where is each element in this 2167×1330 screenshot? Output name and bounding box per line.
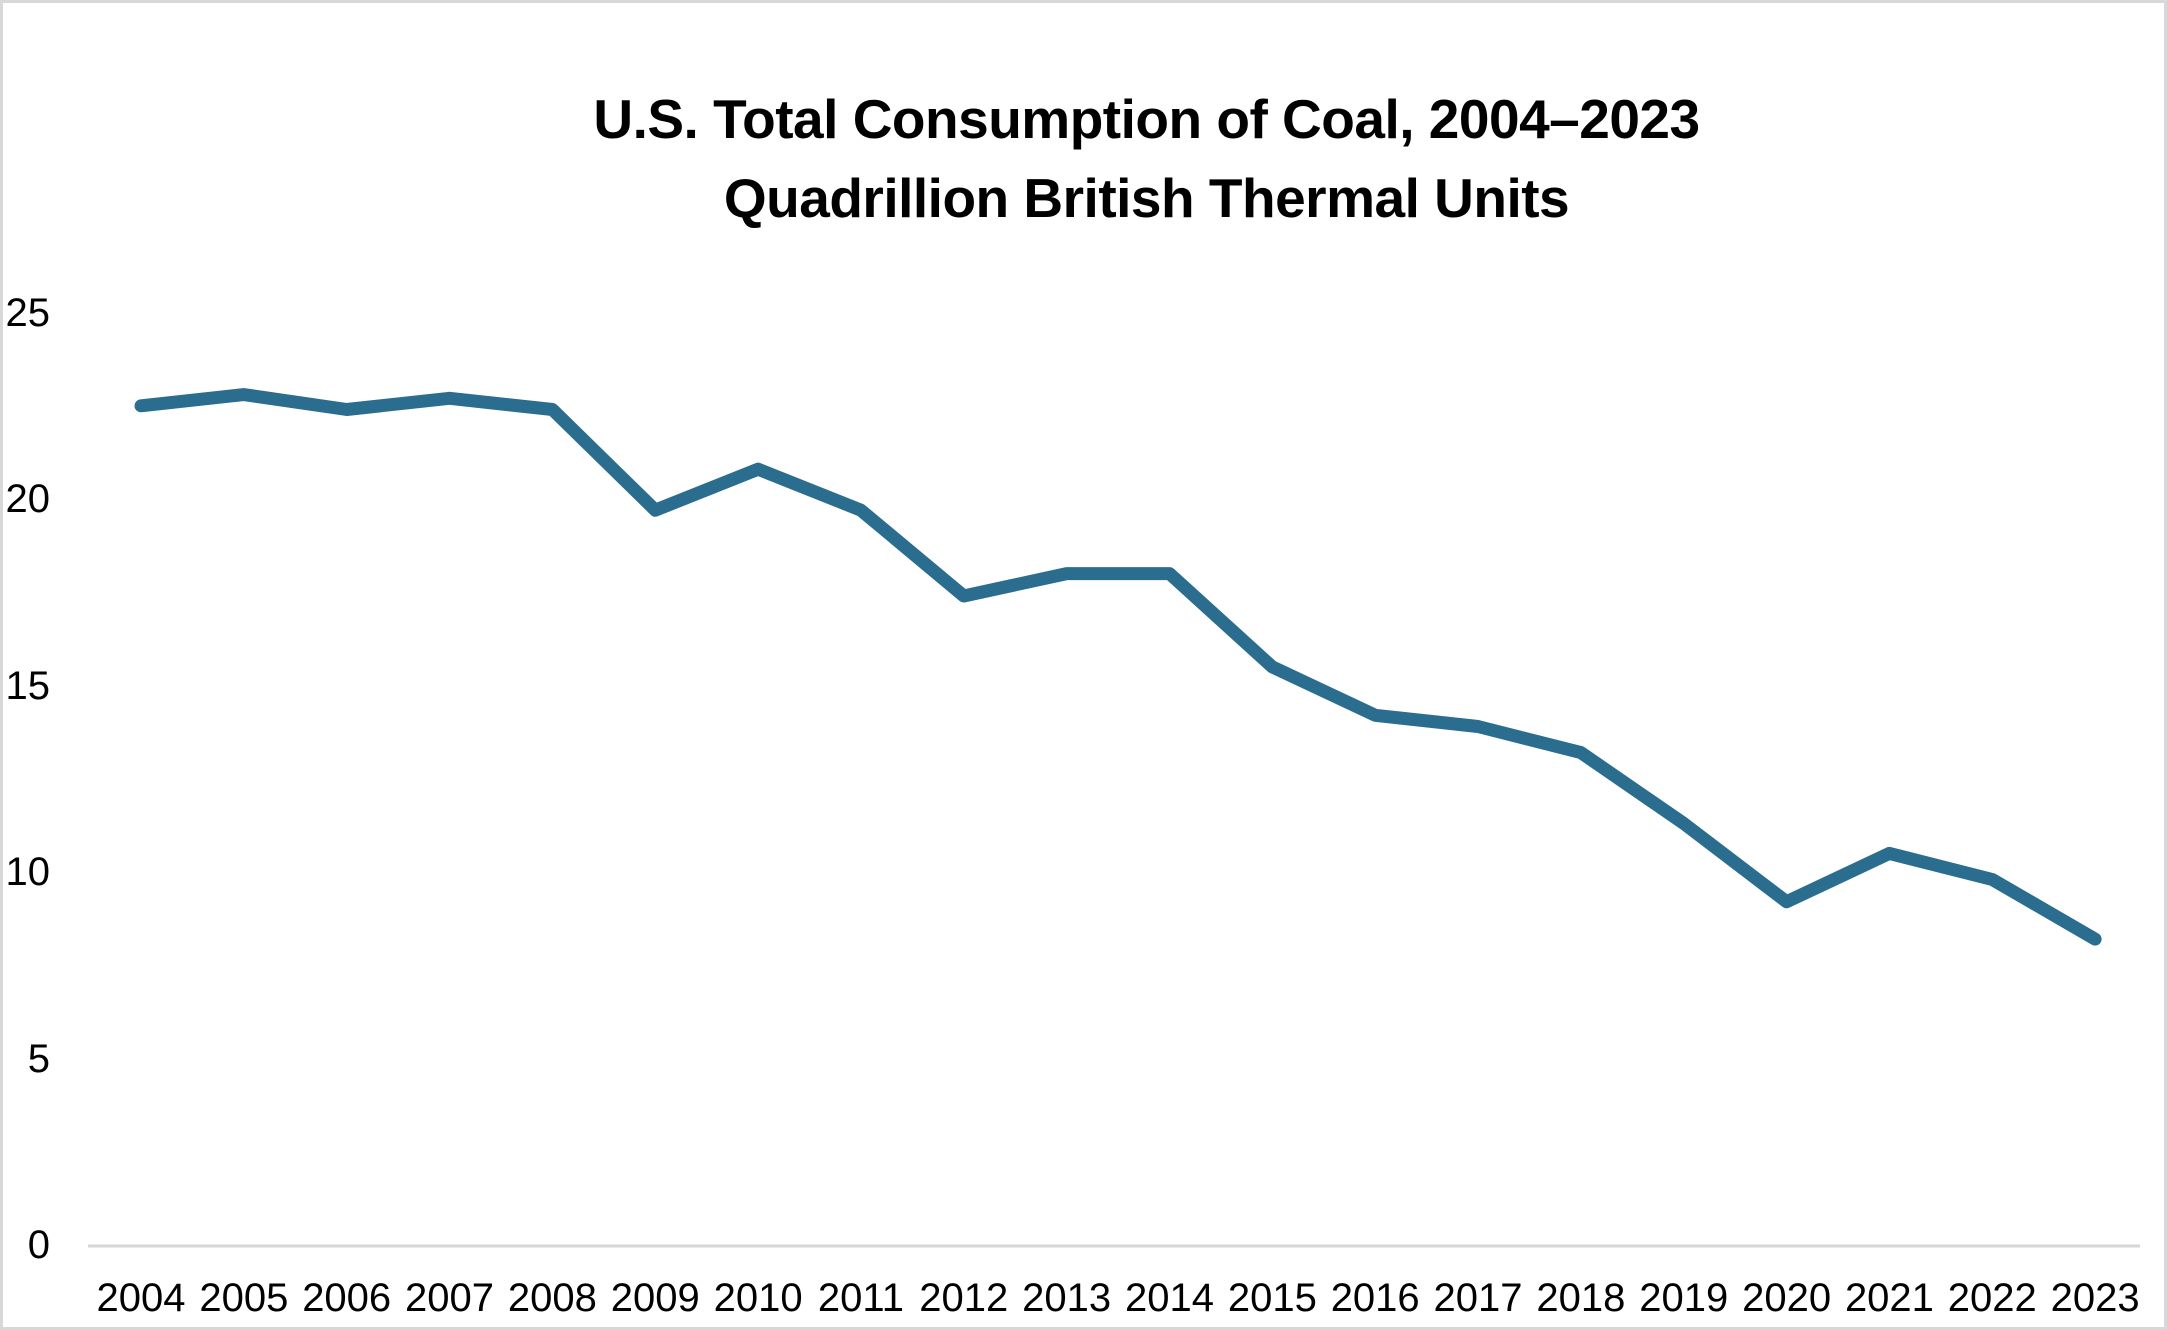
y-axis-tick-label: 5	[27, 1036, 50, 1081]
y-axis-tick-label: 20	[5, 477, 51, 521]
x-axis-tick-label: 2011	[817, 1276, 904, 1320]
x-axis-tick-label: 2015	[1227, 1276, 1317, 1320]
coal-consumption-line	[134, 388, 2102, 946]
x-axis-tick-label: 2013	[1022, 1276, 1112, 1320]
x-axis-tick-label: 2022	[1947, 1276, 2037, 1320]
x-axis-tick-label: 2012	[919, 1276, 1009, 1320]
chart-subtitle: Quadrillion British Thermal Units	[723, 167, 1570, 229]
chart-title: U.S. Total Consumption of Coal, 2004–202…	[593, 88, 1700, 150]
y-axis: 0 5 10 15 20 25	[0, 0, 51, 1330]
chart-header: U.S. Total Consumption of Coal, 2004–202…	[130, 80, 2163, 238]
x-axis-tick-label: 2007	[405, 1276, 495, 1320]
x-axis-tick-label: 2008	[507, 1276, 597, 1320]
x-axis-tick-label: 2014	[1125, 1276, 1214, 1320]
x-axis-tick-label: 2004	[96, 1276, 186, 1320]
x-axis-tick-label: 2009	[610, 1276, 700, 1320]
y-axis-tick-label: 25	[5, 290, 51, 335]
x-axis-tick-label: 2021	[1844, 1276, 1934, 1320]
y-axis-tick-label: 10	[5, 850, 51, 894]
x-axis-tick-label: 2010	[713, 1276, 803, 1320]
x-axis-tick-label: 2023	[2050, 1276, 2140, 1320]
x-axis-tick-label: 2018	[1536, 1276, 1626, 1320]
x-axis-tick-label: 2019	[1639, 1276, 1729, 1320]
y-axis-tick-label: 15	[5, 663, 51, 708]
x-axis-tick-label: 2017	[1433, 1276, 1523, 1320]
x-axis-tick-label: 2020	[1742, 1276, 1832, 1320]
y-axis-tick-label: 0	[27, 1223, 50, 1267]
x-axis-tick-label: 2016	[1330, 1276, 1420, 1320]
x-axis-tick-label: 2005	[199, 1276, 289, 1320]
x-axis-tick-label: 2006	[302, 1276, 392, 1320]
